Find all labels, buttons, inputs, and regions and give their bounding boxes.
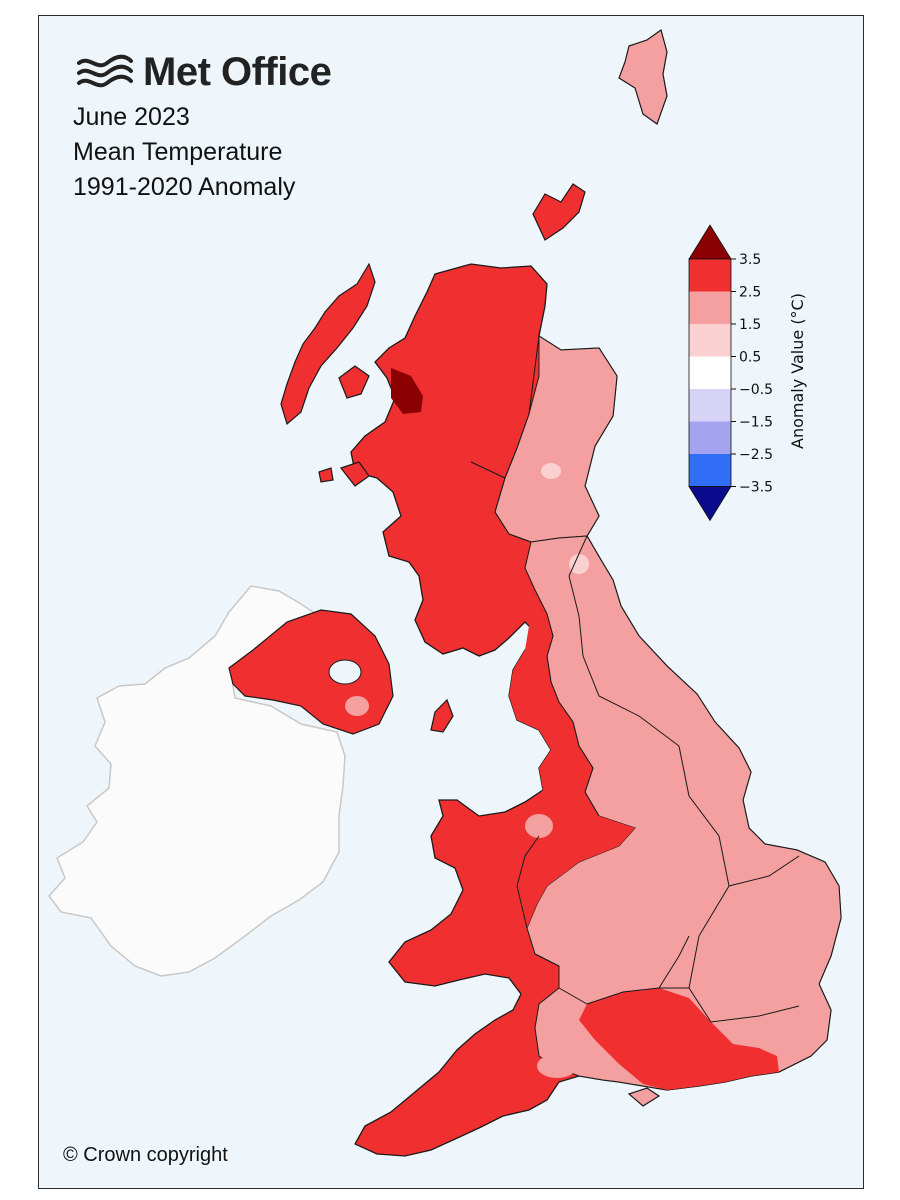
region-central-southern-red — [579, 988, 779, 1090]
title-baseline: 1991-2020 Anomaly — [73, 173, 296, 201]
brand-name: Met Office — [143, 50, 332, 94]
patch-wales-border — [525, 814, 553, 838]
lough-neagh — [328, 659, 362, 685]
title-variable: Mean Temperature — [73, 138, 283, 166]
colorbar-bin — [689, 324, 731, 357]
uk-anomaly-map — [48, 29, 842, 1157]
region-nw-england-red — [499, 590, 635, 928]
inner-hebrides — [318, 365, 370, 487]
colorbar-bin — [689, 389, 731, 422]
region-borders — [470, 335, 800, 1023]
isle-of-wight — [627, 1087, 661, 1107]
patch-northeast — [569, 554, 589, 574]
patch-highland-dark — [391, 368, 423, 414]
colorbar-tick-label: 1.5 — [739, 317, 761, 333]
region-orkney — [532, 183, 586, 241]
colorbar-tick-label: 3.5 — [739, 252, 761, 268]
colorbar-bin — [689, 259, 731, 292]
map-frame: Met Office June 2023 Mean Temperature 19… — [38, 15, 864, 1189]
colorbar-tick-label: 2.5 — [739, 285, 761, 301]
colorbar-bin — [689, 291, 731, 324]
met-office-waves-logo-icon — [77, 54, 133, 87]
copyright-text: © Crown copyright — [63, 1144, 228, 1166]
colorbar-outline — [688, 258, 732, 487]
colorbar-tick-label: −3.5 — [739, 480, 773, 496]
colorbar-bin — [689, 421, 731, 454]
colorbar-bin-top — [688, 224, 732, 260]
region-outer-hebrides — [280, 262, 376, 426]
title-period: June 2023 — [73, 103, 190, 131]
colorbar-title: Anomaly Value (°C) — [788, 293, 807, 449]
met-office-logo: Met Office — [75, 50, 332, 95]
ni-east-patch — [345, 696, 369, 716]
colorbar-tick-label: −2.5 — [739, 447, 773, 463]
patch-east-scotland — [541, 463, 561, 479]
map-titles: June 2023 Mean Temperature 1991-2020 Ano… — [73, 100, 295, 205]
colorbar-legend: 3.5 2.5 1.5 0.5 −0.5 −1.5 −2.5 −3.5 Anomaly Val… — [688, 224, 807, 521]
colorbar-tick-label: −0.5 — [739, 382, 773, 398]
patch-dorset — [537, 1054, 577, 1078]
colorbar-tick-label: −1.5 — [739, 415, 773, 431]
colorbar-tick-label: 0.5 — [739, 350, 761, 366]
colorbar-bin — [689, 356, 731, 389]
colorbar-bin-bottom — [688, 486, 732, 521]
region-shetland — [618, 29, 668, 125]
colorbar-bin — [689, 454, 731, 487]
isle-of-man — [430, 698, 454, 733]
